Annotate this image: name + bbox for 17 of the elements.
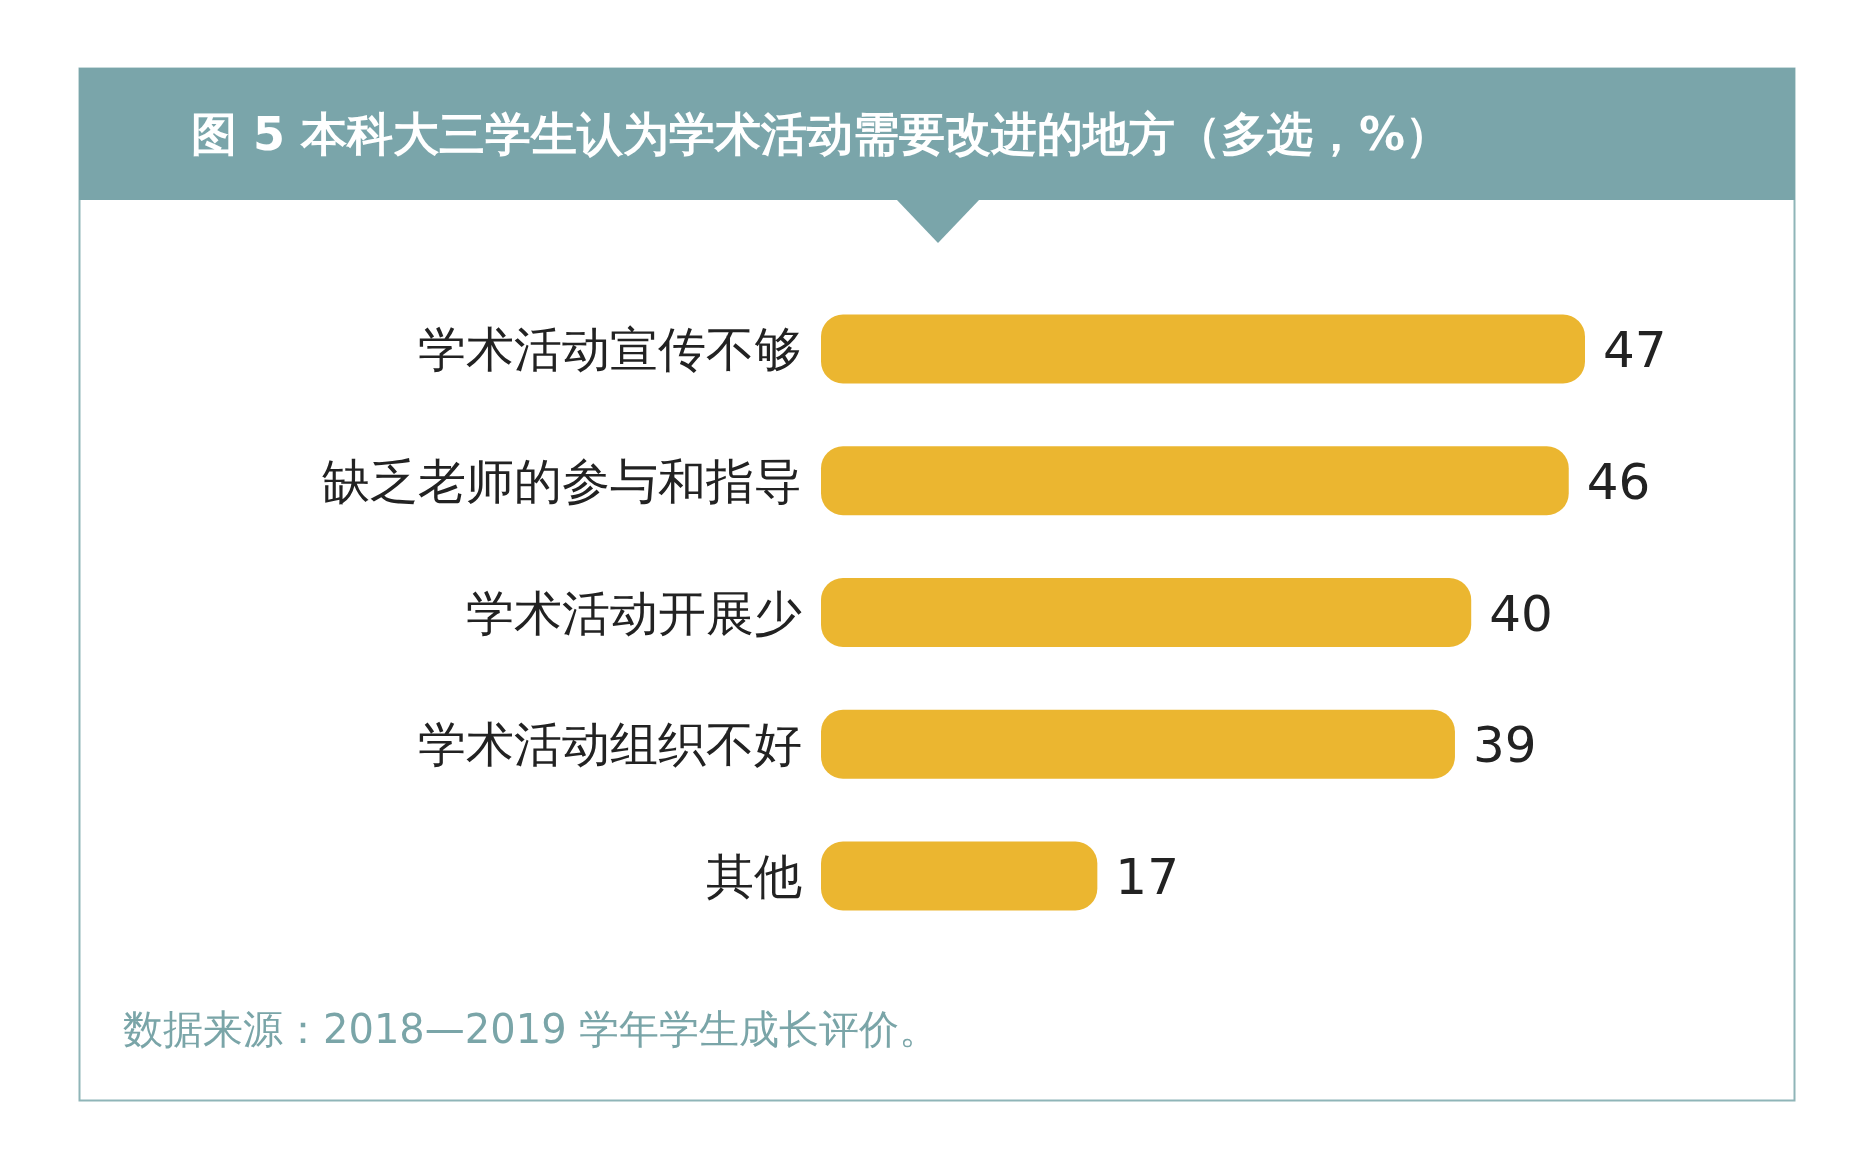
source-note: 数据来源：2018—2019 学年学生成长评价。 <box>123 1006 940 1052</box>
data-label: 17 <box>1115 848 1179 906</box>
y-tick-label: 学术活动宣传不够 <box>418 321 802 377</box>
y-tick-label: 学术活动开展少 <box>466 584 802 641</box>
bar <box>821 841 1098 911</box>
bar <box>821 446 1569 516</box>
chart-title: 图 5 本科大三学生认为学术活动需要改进的地方（多选，%） <box>191 107 1452 161</box>
bar <box>821 709 1455 779</box>
data-label: 46 <box>1586 452 1651 511</box>
data-label: 39 <box>1472 716 1537 775</box>
y-tick-label: 缺乏老师的参与和指导 <box>322 452 802 509</box>
bar <box>821 578 1472 647</box>
bar <box>821 314 1585 384</box>
data-label: 47 <box>1603 321 1667 379</box>
y-tick-label: 其他 <box>706 848 802 904</box>
y-tick-label: 学术活动组织不好 <box>418 716 802 773</box>
data-label: 40 <box>1489 584 1553 643</box>
